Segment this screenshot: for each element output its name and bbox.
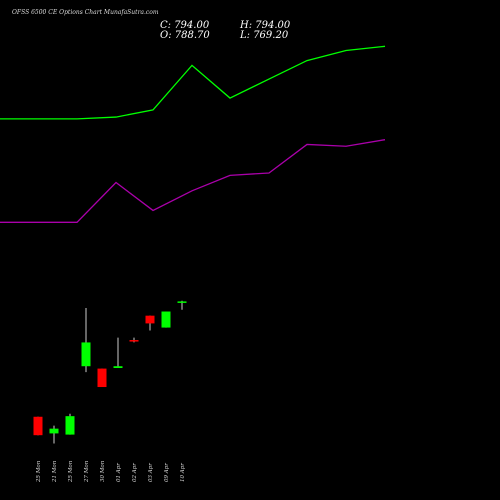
candle [97,368,107,388]
x-tick-label: 03 Apr [148,463,154,482]
candle [113,337,123,368]
low-readout: L: 769.20 [240,30,289,41]
high-readout: H: 794.00 [240,20,291,31]
x-tick-label: 25 Mon [68,460,74,483]
x-tick-label: 27 Mon [84,460,90,483]
bull-candle-body [161,311,171,328]
candle [145,315,155,331]
candles [33,300,187,444]
band-lines [0,45,386,223]
bear-candle-body [145,315,155,324]
bear-candle-body [129,340,139,342]
x-tick-label: 30 Mon [100,460,106,482]
bull-candle-body [49,428,59,434]
x-tick-label: 09 Apr [164,463,170,482]
close-readout: C: 794.00 [160,20,210,31]
bull-candle-body [177,301,187,303]
candle [33,416,43,436]
x-tick-label: 21 Mon [52,460,58,483]
x-tick-label: 10 Apr [180,463,186,482]
bull-candle-body [65,416,75,435]
upper-band-line [0,45,386,120]
bull-candle-body [81,342,91,367]
open-readout: O: 788.70 [160,30,210,41]
candle [177,300,187,310]
chart-title: OFSS 6500 CE Options Chart MunafaSutra.c… [12,9,159,16]
lower-band-line [0,139,386,223]
x-tick-label: 02 Apr [132,463,138,482]
bull-candle-body [113,366,123,368]
bear-candle-body [33,416,43,436]
bear-candle-body [97,368,107,388]
candle [81,307,91,373]
candle [129,337,139,343]
candle [161,311,171,328]
x-tick-label: 25 Mon [36,460,42,483]
x-axis-labels: 25 Mon 21 Mon 25 Mon 27 Mon 30 Mon 01 Apr 02 A… [36,460,186,483]
candle [65,413,75,435]
x-tick-label: 01 Apr [116,463,122,482]
candle [49,425,59,444]
